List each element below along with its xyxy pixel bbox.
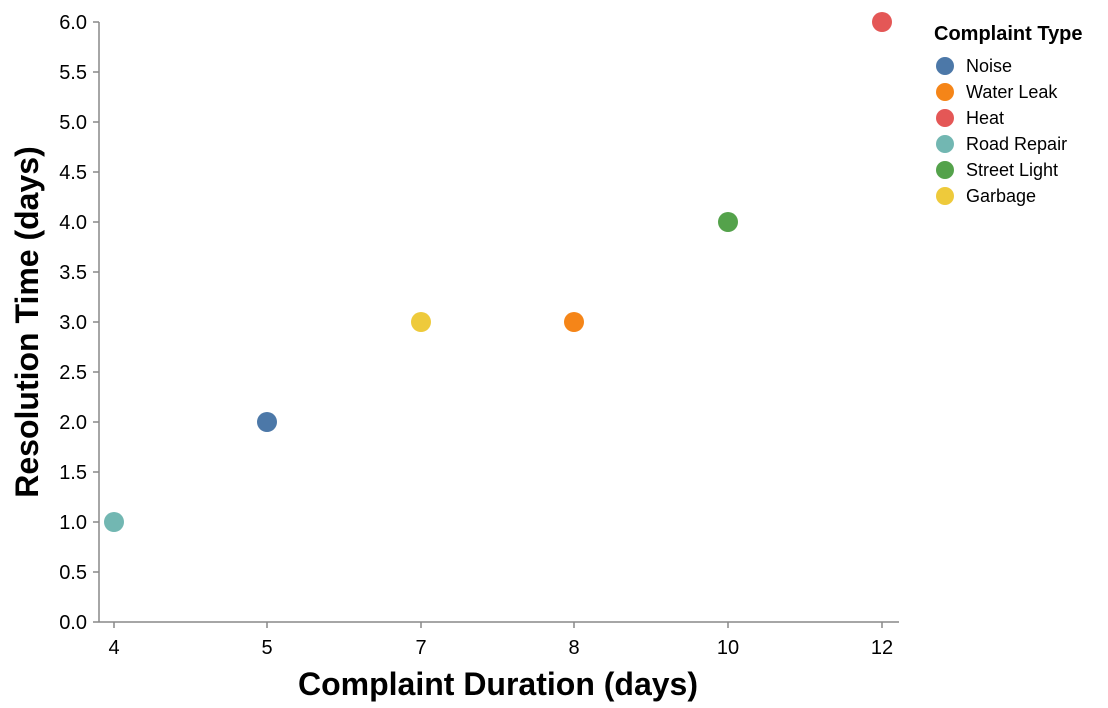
x-tick-label: 8 (568, 637, 579, 659)
y-tick-label: 5.0 (59, 112, 87, 134)
y-tick-label: 2.0 (59, 412, 87, 434)
legend-swatch (936, 161, 954, 179)
legend-label: Water Leak (966, 82, 1058, 102)
data-point-garbage[interactable] (411, 312, 431, 332)
y-tick-label: 1.5 (59, 462, 87, 484)
y-tick-label: 2.5 (59, 362, 87, 384)
legend-label: Road Repair (966, 134, 1067, 154)
legend-label: Heat (966, 108, 1004, 128)
legend: Complaint Type Noise Water Leak Heat Road R… (934, 23, 1083, 206)
x-tick-label: 4 (108, 637, 119, 659)
x-tick-label: 5 (261, 637, 272, 659)
y-tick-label: 5.5 (59, 62, 87, 84)
x-axis: 4 5 7 8 10 12 (99, 621, 899, 659)
x-tick-label: 12 (871, 637, 893, 659)
legend-title: Complaint Type (934, 23, 1083, 45)
y-tick-label: 6.0 (59, 12, 87, 34)
legend-label: Garbage (966, 186, 1036, 206)
data-point-heat[interactable] (872, 12, 892, 32)
y-tick-label: 3.0 (59, 312, 87, 334)
x-tick-label: 10 (717, 637, 739, 659)
legend-label: Street Light (966, 160, 1058, 180)
y-tick-label: 4.5 (59, 162, 87, 184)
y-tick-label: 4.0 (59, 212, 87, 234)
y-tick-label: 3.5 (59, 262, 87, 284)
y-tick-label: 0.5 (59, 562, 87, 584)
y-tick-label: 0.0 (59, 612, 87, 634)
data-point-water-leak[interactable] (564, 312, 584, 332)
x-tick-label: 7 (415, 637, 426, 659)
data-point-street-light[interactable] (718, 212, 738, 232)
x-axis-title: Complaint Duration (days) (298, 666, 698, 702)
legend-label: Noise (966, 56, 1012, 76)
y-tick-label: 1.0 (59, 512, 87, 534)
legend-swatch (936, 109, 954, 127)
y-axis: 0.0 0.5 1.0 1.5 2.0 2.5 3.0 3.5 4.0 4.5 5.0 5.5 6.0 (59, 12, 100, 634)
legend-swatch (936, 83, 954, 101)
legend-swatch (936, 187, 954, 205)
legend-swatch (936, 135, 954, 153)
y-axis-title: Resolution Time (days) (9, 146, 45, 497)
legend-swatch (936, 57, 954, 75)
data-points (104, 12, 892, 532)
data-point-road-repair[interactable] (104, 512, 124, 532)
data-point-noise[interactable] (257, 412, 277, 432)
